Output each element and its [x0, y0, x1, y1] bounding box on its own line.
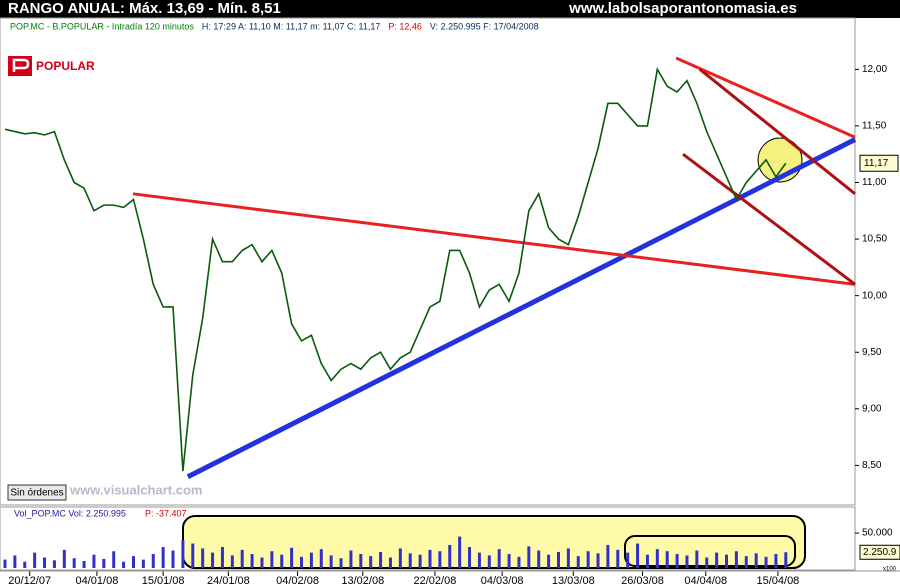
button[interactable] — [7, 484, 67, 501]
last-label: 2.250.9 — [863, 547, 897, 558]
button-label[interactable]: Sin órdenes — [10, 488, 63, 499]
price-panel — [0, 17, 856, 506]
trendline — [698, 68, 856, 195]
info-text: POP.MC - B.POPULAR - Intradía 120 minuto… — [10, 21, 194, 31]
y-tick-label: 9,50 — [862, 347, 882, 358]
y-tick-label: 11,00 — [862, 177, 887, 188]
volume-highlight — [182, 515, 806, 569]
x-tick-label: 24/01/08 — [207, 575, 250, 587]
trendline — [682, 153, 856, 286]
y-tick-label: 10,00 — [862, 290, 887, 301]
logo-text: POPULAR — [36, 59, 95, 73]
trendline — [132, 192, 856, 286]
trendline — [186, 137, 857, 479]
x-tick-label: 26/03/08 — [621, 575, 664, 587]
x-tick-label: 15/04/08 — [756, 575, 799, 587]
y-tick-label: 8,50 — [862, 460, 882, 471]
logo-glyph — [12, 58, 30, 72]
y-tick-label: 9,00 — [862, 403, 882, 414]
x-tick-label: 04/02/08 — [276, 575, 319, 587]
y-tick-label: 11,50 — [862, 121, 887, 132]
price-line — [4, 67, 787, 472]
unit-label: x100 — [883, 567, 897, 573]
x-tick-label: 22/02/08 — [414, 575, 457, 587]
x-tick-label: 13/03/08 — [552, 575, 595, 587]
x-tick-label: 20/12/07 — [8, 575, 51, 587]
x-tick-label: 04/03/08 — [481, 575, 524, 587]
volume-title: Vol_POP.MC Vol: 2.250.995 — [14, 508, 126, 518]
volume-subtitle: P: -37.407 — [145, 508, 187, 518]
y-tick-label: 50.000 — [862, 528, 893, 539]
header-bar — [0, 0, 900, 18]
info-text: V: 2.250.995 F: 17/04/2008 — [430, 21, 539, 31]
watermark: www.visualchart.com — [69, 482, 202, 497]
x-tick-label: 04/04/08 — [684, 575, 727, 587]
y-tick-label: 12,00 — [862, 64, 887, 75]
last-box — [859, 154, 899, 172]
x-tick-label: 15/01/08 — [142, 575, 185, 587]
info-text: P: 12,46 — [388, 21, 422, 31]
header-title: RANGO ANUAL: Máx. 13,69 - Mín. 8,51 — [8, 0, 281, 17]
y-tick-label: 10,50 — [862, 234, 887, 245]
volume-highlight — [624, 535, 796, 567]
x-tick-label: 04/01/08 — [76, 575, 119, 587]
trendline — [675, 56, 856, 139]
x-tick-label: 13/02/08 — [341, 575, 384, 587]
last-box — [859, 544, 900, 560]
header-site: www.labolsaporantonomasia.es — [568, 0, 797, 17]
info-text: H: 17:29 A: 11,10 M: 11,17 m: 11,07 C: 1… — [202, 21, 380, 31]
last-label: 11,17 — [864, 158, 889, 169]
